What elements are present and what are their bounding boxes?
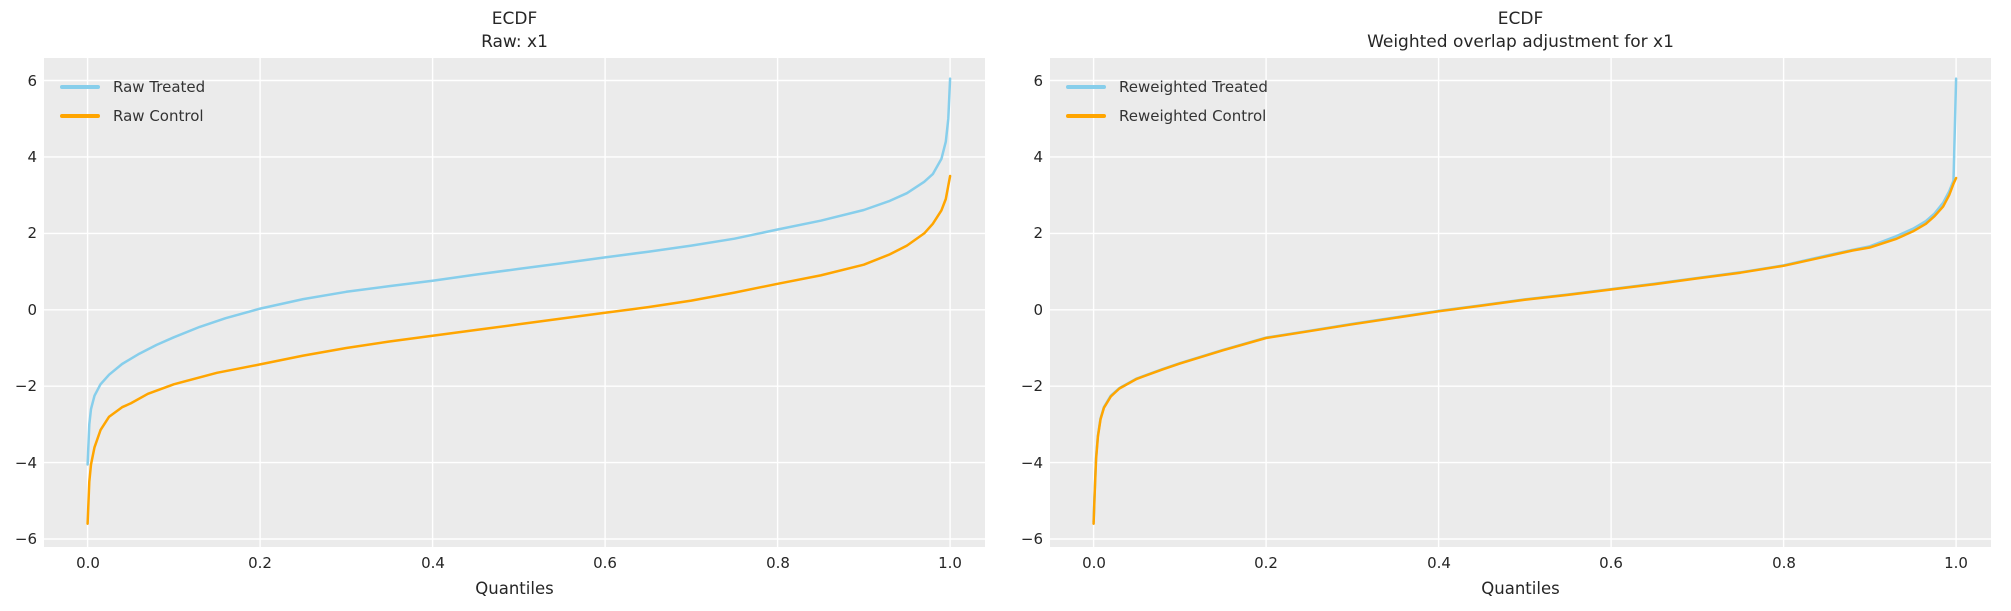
- legend-label: Reweighted Treated: [1119, 77, 1268, 96]
- legend-item-control: Reweighted Control: [1066, 101, 1268, 130]
- y-tick-label: −4: [14, 454, 37, 472]
- legend-item-treated: Raw Treated: [60, 72, 205, 101]
- legend: Reweighted Treated Reweighted Control: [1066, 72, 1268, 130]
- y-tick-label: 0: [1033, 301, 1043, 319]
- y-tick-label: −6: [14, 530, 37, 548]
- chart-title-line2: Raw: x1: [481, 32, 548, 52]
- y-tick-label: 4: [1033, 148, 1043, 166]
- x-tick-label: 0.8: [1772, 554, 1796, 572]
- y-tick-label: 4: [27, 148, 37, 166]
- y-tick-label: 2: [1033, 224, 1043, 242]
- x-tick-label: 1.0: [1944, 554, 1968, 572]
- x-tick-label: 0.4: [1427, 554, 1451, 572]
- chart-title: ECDF Raw: x1: [44, 8, 985, 54]
- x-tick-label: 0.4: [421, 554, 445, 572]
- legend: Raw Treated Raw Control: [60, 72, 205, 130]
- x-axis-label: Quantiles: [475, 579, 554, 598]
- x-tick-label: 0.6: [593, 554, 617, 572]
- legend-line-swatch: [1066, 84, 1106, 89]
- y-tick-label: 6: [27, 72, 37, 90]
- plot-area: Raw Treated Raw Control: [44, 58, 985, 547]
- x-tick-label: 1.0: [938, 554, 962, 572]
- legend-line-swatch: [60, 84, 100, 89]
- legend-item-treated: Reweighted Treated: [1066, 72, 1268, 101]
- series-line-1: [1092, 176, 1958, 525]
- y-tick-label: −2: [1020, 377, 1043, 395]
- y-tick-label: 0: [27, 301, 37, 319]
- legend-item-control: Raw Control: [60, 101, 205, 130]
- x-tick-label: 0.2: [248, 554, 272, 572]
- chart-raw: ECDF Raw: x1 Raw Treated Raw Control −6 −…: [0, 0, 1005, 611]
- y-tick-label: −6: [1020, 530, 1043, 548]
- chart-title: ECDF Weighted overlap adjustment for x1: [1050, 8, 1991, 54]
- chart-title-line1: ECDF: [491, 9, 538, 29]
- x-axis-label: Quantiles: [1481, 579, 1560, 598]
- chart-title-line2: Weighted overlap adjustment for x1: [1367, 32, 1674, 52]
- chart-title-line1: ECDF: [1497, 9, 1544, 29]
- legend-label: Raw Treated: [113, 77, 206, 96]
- y-tick-label: −4: [1020, 454, 1043, 472]
- plot-canvas: [1050, 58, 1991, 547]
- y-tick-label: 6: [1033, 72, 1043, 90]
- x-tick-label: 0.0: [1082, 554, 1106, 572]
- x-tick-label: 0.0: [76, 554, 100, 572]
- y-tick-label: 2: [27, 224, 37, 242]
- legend-label: Reweighted Control: [1119, 106, 1267, 125]
- plot-canvas: [44, 58, 985, 547]
- series-line-0: [86, 77, 952, 466]
- series-line-1: [86, 174, 952, 525]
- x-tick-label: 0.6: [1599, 554, 1623, 572]
- plot-area: Reweighted Treated Reweighted Control: [1050, 58, 1991, 547]
- x-tick-label: 0.2: [1254, 554, 1278, 572]
- y-tick-label: −2: [14, 377, 37, 395]
- chart-weighted: ECDF Weighted overlap adjustment for x1 …: [1006, 0, 2011, 611]
- legend-label: Raw Control: [113, 106, 204, 125]
- legend-line-swatch: [60, 113, 100, 118]
- x-tick-label: 0.8: [766, 554, 790, 572]
- legend-line-swatch: [1066, 113, 1106, 118]
